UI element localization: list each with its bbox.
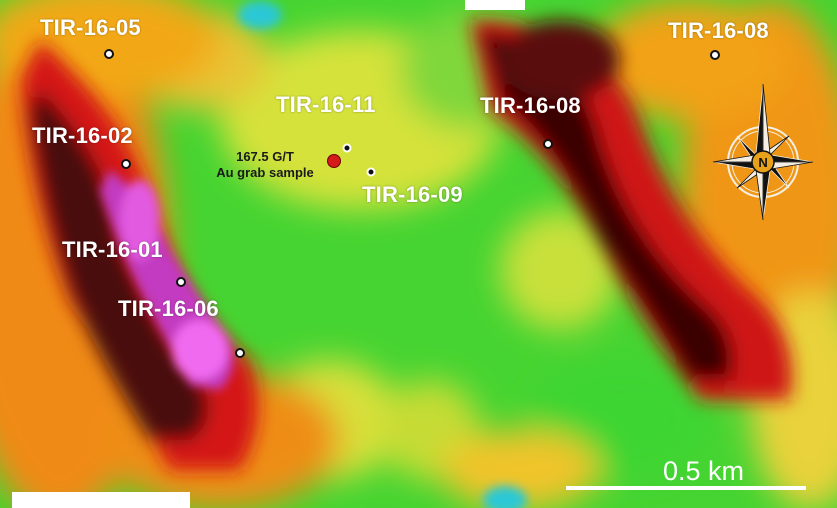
sample-type-text: Au grab sample bbox=[216, 165, 314, 180]
drillhole-label-tir-16-06: TIR-16-06 bbox=[118, 296, 219, 321]
drillhole-label-tir-16-08-central: TIR-16-08 bbox=[480, 93, 581, 118]
drillhole-label-tir-16-09: TIR-16-09 bbox=[362, 182, 463, 207]
drillhole-label-tir-16-08-east: TIR-16-08 bbox=[668, 18, 769, 43]
drillhole-marker-tir-16-08-central bbox=[543, 139, 553, 149]
sample-grade-text: 167.5 G/T bbox=[236, 149, 294, 164]
drillhole-marker-tir-16-01 bbox=[176, 277, 186, 287]
compass-rose-icon: N bbox=[712, 83, 814, 221]
drillhole-label-tir-16-11: TIR-16-11 bbox=[276, 92, 376, 117]
drillhole-label-tir-16-02: TIR-16-02 bbox=[32, 123, 133, 148]
drillhole-marker-tir-16-05 bbox=[104, 49, 114, 59]
drillhole-label-tir-16-05: TIR-16-05 bbox=[40, 15, 141, 40]
drillhole-marker-tir-16-08-east bbox=[710, 50, 720, 60]
drillhole-marker-tir-16-11 bbox=[342, 143, 352, 153]
drillhole-marker-tir-16-09 bbox=[366, 167, 376, 177]
compass-north-letter: N bbox=[758, 155, 767, 170]
blank-patch-bottom-left bbox=[12, 492, 190, 508]
blank-patch-top bbox=[465, 0, 525, 10]
au-grab-sample-marker bbox=[327, 154, 341, 168]
drillhole-marker-tir-16-02 bbox=[121, 159, 131, 169]
scale-bar bbox=[566, 486, 806, 490]
au-grab-sample-label: 167.5 G/T Au grab sample bbox=[204, 149, 326, 181]
scale-bar-label: 0.5 km bbox=[663, 456, 745, 486]
drillhole-marker-tir-16-06 bbox=[235, 348, 245, 358]
drillhole-label-tir-16-01: TIR-16-01 bbox=[62, 237, 163, 262]
